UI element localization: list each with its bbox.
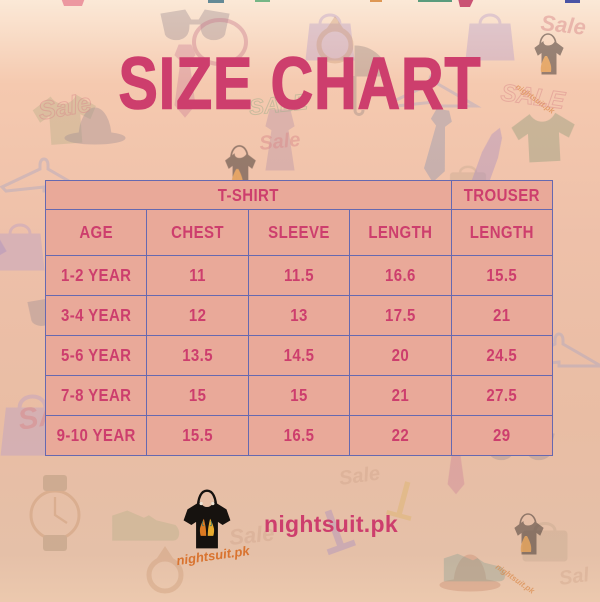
svg-text:Sale: Sale [539, 10, 587, 40]
svg-text:Sale: Sale [258, 129, 301, 155]
svg-text:Sal: Sal [558, 564, 591, 590]
svg-text:Sale: Sale [338, 462, 382, 490]
